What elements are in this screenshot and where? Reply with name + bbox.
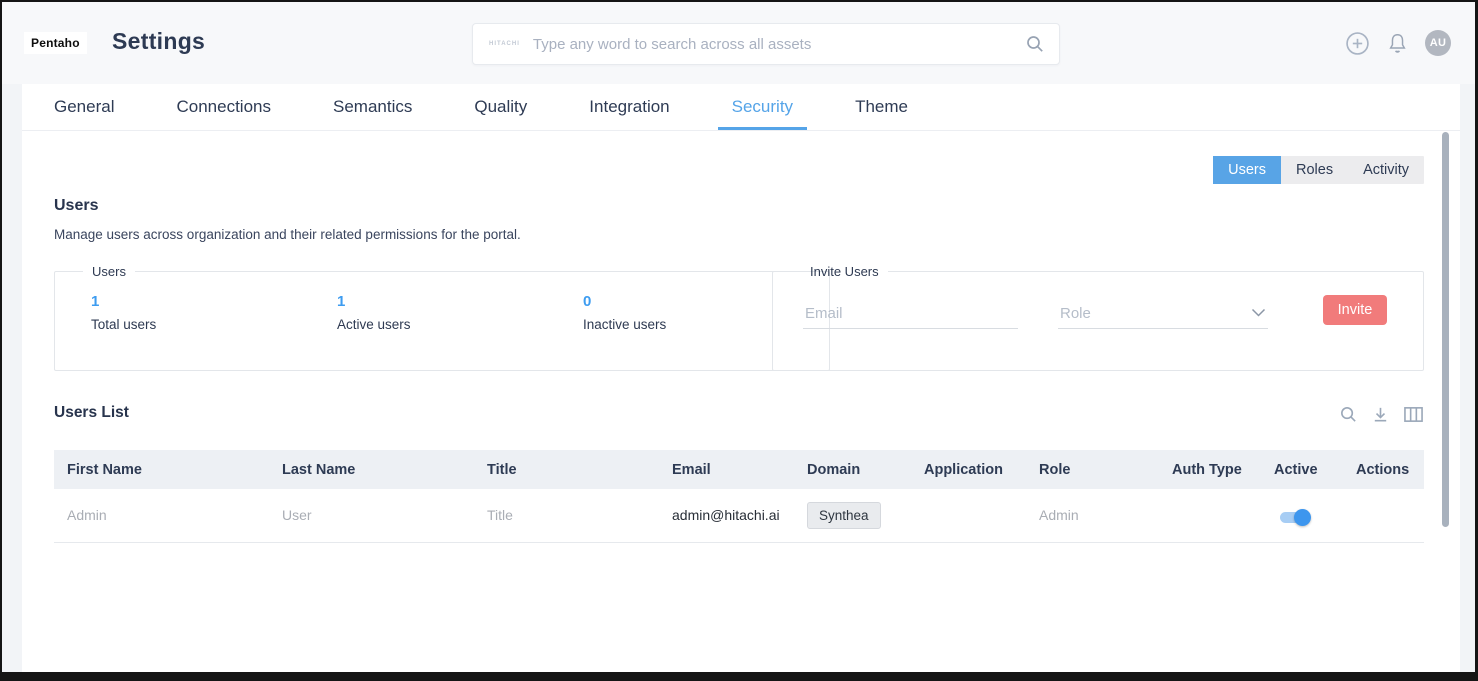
- search-input[interactable]: [532, 35, 1025, 53]
- users-table: First Name Last Name Title Email Domain …: [54, 450, 1424, 543]
- invite-button[interactable]: Invite: [1323, 295, 1387, 325]
- users-stats-fieldset: Users 1 Total users 1 Active users 0 Ina…: [54, 264, 830, 371]
- tab-integration[interactable]: Integration: [589, 97, 670, 116]
- stat-total-users-label: Total users: [91, 317, 157, 332]
- main-card: General Connections Semantics Quality In…: [22, 84, 1460, 672]
- col-header-active: Active: [1261, 450, 1343, 489]
- tab-security[interactable]: Security: [717, 84, 808, 130]
- invite-email-field[interactable]: [803, 299, 1018, 329]
- view-switch-roles[interactable]: Roles: [1296, 162, 1334, 178]
- cell-first-name: Admin: [54, 489, 269, 543]
- tab-connections[interactable]: Connections: [176, 97, 271, 116]
- users-section-title: Users: [54, 197, 99, 214]
- vertical-scrollbar-thumb[interactable]: [1442, 132, 1449, 527]
- domain-chip: Synthea: [807, 501, 881, 529]
- header-actions: AU: [1345, 2, 1451, 84]
- stat-inactive-users-value: 0: [583, 293, 592, 310]
- tab-theme[interactable]: Theme: [855, 97, 908, 116]
- stat-active-users-value: 1: [337, 293, 346, 310]
- col-header-email: Email: [659, 450, 794, 489]
- add-icon[interactable]: [1345, 31, 1370, 56]
- col-header-actions: Actions: [1343, 450, 1424, 489]
- col-header-title: Title: [474, 450, 659, 489]
- columns-icon[interactable]: [1403, 405, 1424, 424]
- col-header-role: Role: [1026, 450, 1159, 489]
- active-toggle[interactable]: [1280, 508, 1311, 526]
- active-toggle-knob: [1294, 508, 1311, 526]
- cell-auth-type: [1159, 489, 1261, 543]
- invite-role-placeholder: Role: [1060, 304, 1091, 322]
- stat-total-users: 1 Total users: [91, 293, 337, 332]
- col-header-last-name: Last Name: [269, 450, 474, 489]
- stat-total-users-value: 1: [91, 293, 100, 310]
- col-header-application: Application: [911, 450, 1026, 489]
- invite-role-select[interactable]: Role: [1058, 298, 1268, 329]
- view-switch-activity[interactable]: Activity: [1363, 162, 1409, 178]
- users-list-tools: [1339, 405, 1424, 424]
- view-switch-users[interactable]: Users: [1213, 156, 1281, 184]
- app-header: Pentaho Settings HITACHI: [2, 2, 1475, 84]
- col-header-first-name: First Name: [54, 450, 269, 489]
- cell-domain: Synthea: [794, 489, 911, 543]
- user-avatar[interactable]: AU: [1425, 30, 1451, 56]
- download-icon[interactable]: [1371, 405, 1390, 424]
- cell-title: Title: [474, 489, 659, 543]
- col-header-domain: Domain: [794, 450, 911, 489]
- view-switch: Users Roles Activity: [1213, 156, 1424, 184]
- hitachi-brand-label: HITACHI: [489, 41, 520, 47]
- table-header-row: First Name Last Name Title Email Domain …: [54, 450, 1424, 489]
- table-search-icon[interactable]: [1339, 405, 1358, 424]
- cell-last-name: User: [269, 489, 474, 543]
- table-row: Admin User Title admin@hitachi.ai Synthe…: [54, 489, 1424, 543]
- stat-inactive-users-label: Inactive users: [583, 317, 667, 332]
- chevron-down-icon: [1251, 304, 1266, 322]
- col-header-auth-type: Auth Type: [1159, 450, 1261, 489]
- notifications-bell-icon[interactable]: [1387, 32, 1408, 54]
- invite-users-fieldset: Invite Users Role Invite: [772, 264, 1424, 371]
- cell-email: admin@hitachi.ai: [659, 489, 794, 543]
- tab-semantics[interactable]: Semantics: [333, 97, 413, 116]
- page-title: Settings: [112, 28, 206, 54]
- users-section-description: Manage users across organization and the…: [54, 227, 521, 242]
- users-stats-legend: Users: [92, 264, 126, 279]
- stat-inactive-users: 0 Inactive users: [583, 293, 829, 332]
- stat-active-users-label: Active users: [337, 317, 411, 332]
- pentaho-logo[interactable]: Pentaho: [24, 32, 87, 54]
- invite-users-row: Role Invite: [773, 279, 1423, 329]
- invite-users-legend: Invite Users: [810, 264, 879, 279]
- global-search: HITACHI: [472, 23, 1060, 65]
- stat-active-users: 1 Active users: [337, 293, 583, 332]
- tab-general[interactable]: General: [54, 97, 115, 116]
- settings-tabbar: General Connections Semantics Quality In…: [22, 84, 1460, 131]
- cell-role: Admin: [1026, 489, 1159, 543]
- users-list-title: Users List: [54, 404, 129, 421]
- cell-application: [911, 489, 1026, 543]
- cell-active: [1261, 489, 1343, 543]
- users-stats-row: 1 Total users 1 Active users 0 Inactive …: [55, 279, 829, 332]
- cell-actions: [1343, 489, 1424, 543]
- search-icon[interactable]: [1025, 34, 1045, 54]
- tab-quality[interactable]: Quality: [474, 97, 528, 116]
